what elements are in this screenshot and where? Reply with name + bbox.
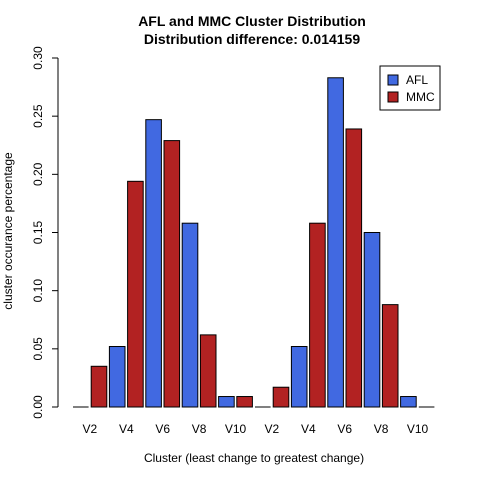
y-tick-label: 0.00 [31, 395, 45, 419]
bar [181, 222, 199, 408]
bar [272, 386, 290, 408]
x-tick-labels: V2 V4 V6 V8 V10 V2 V4 V6 V8 V10 [83, 422, 429, 436]
y-tick-label: 0.25 [31, 104, 45, 128]
y-tick-label: 0.05 [31, 337, 45, 361]
x-tick-label: V2 [83, 422, 98, 436]
bar [90, 365, 108, 408]
legend-swatch [387, 74, 399, 86]
bar [381, 304, 399, 408]
x-tick-label: V10 [225, 422, 247, 436]
legend-box [379, 65, 441, 111]
x-tick-label: V10 [407, 422, 429, 436]
legend-label: AFL [406, 73, 428, 87]
bar [145, 119, 162, 408]
chart-subtitle: Distribution difference: 0.014159 [144, 31, 361, 47]
bar [400, 396, 417, 408]
bar [327, 77, 344, 408]
bar [309, 222, 326, 408]
bar [363, 232, 381, 408]
bar [218, 396, 235, 408]
bar [163, 140, 181, 408]
y-axis: 0.00 0.05 0.10 0.15 0.20 0.25 0.30 [31, 46, 59, 419]
y-tick-label: 0.20 [31, 162, 45, 186]
bar [108, 346, 126, 408]
x-tick-label: V6 [337, 422, 352, 436]
y-tick-label: 0.15 [31, 220, 45, 244]
chart-title: AFL and MMC Cluster Distribution [138, 13, 366, 29]
y-tick-label: 0.30 [31, 46, 45, 70]
bar [127, 180, 144, 408]
y-tick-label: 0.10 [31, 279, 45, 303]
x-tick-label: V4 [119, 422, 134, 436]
bars-group [73, 77, 435, 408]
x-tick-label: V8 [374, 422, 389, 436]
x-tick-label: V6 [155, 422, 170, 436]
x-tick-label: V4 [301, 422, 316, 436]
bar [290, 346, 308, 408]
bar [236, 396, 253, 408]
bar [199, 334, 217, 408]
x-axis-label: Cluster (least change to greatest change… [144, 451, 364, 465]
legend: AFL MMC [379, 65, 441, 111]
x-tick-label: V2 [265, 422, 280, 436]
x-tick-label: V8 [192, 422, 207, 436]
y-axis-label: cluster occurance percentage [1, 152, 15, 310]
bar [345, 128, 363, 408]
legend-swatch [387, 91, 399, 103]
legend-label: MMC [406, 90, 435, 104]
